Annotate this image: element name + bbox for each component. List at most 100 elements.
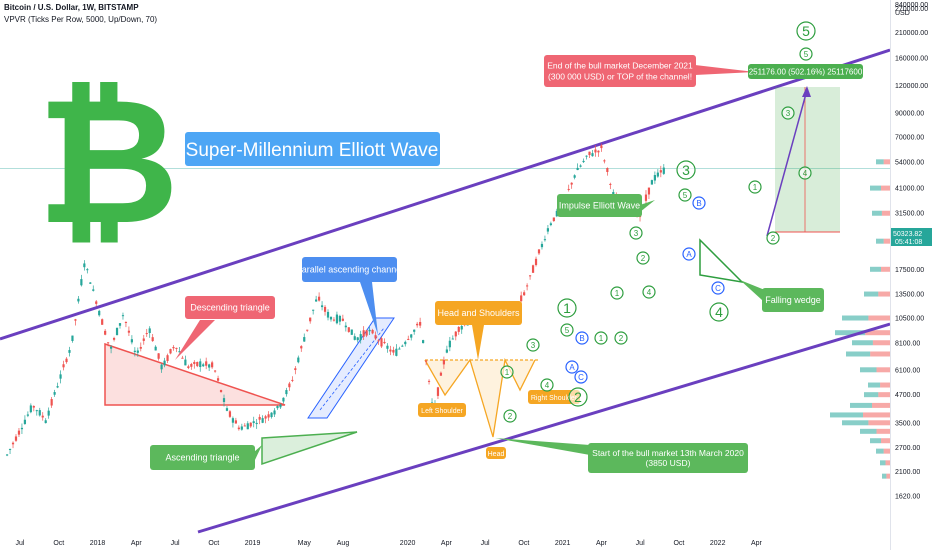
candle-body — [380, 338, 383, 347]
candle-body — [359, 334, 362, 341]
candle-body — [169, 349, 172, 354]
candle-body — [205, 361, 208, 366]
candle-body — [267, 414, 270, 418]
candle-body — [356, 337, 359, 341]
candle-body — [647, 187, 651, 195]
wave-small-2-circle — [636, 251, 650, 265]
wave-small-1: 1 — [753, 183, 758, 192]
wave-small-5: 5 — [565, 326, 570, 335]
candle-body — [404, 341, 407, 345]
volume-profile-bar — [872, 402, 890, 408]
wave-small-3-circle — [526, 338, 540, 352]
candle-body — [282, 397, 285, 402]
x-tick-label: Apr — [131, 540, 143, 547]
candle-body — [62, 364, 65, 368]
candle-body — [537, 249, 541, 254]
wave-small-2: 2 — [619, 334, 624, 343]
volume-profile-bar — [870, 438, 881, 444]
volume-profile-bar — [876, 448, 884, 454]
candle-body — [362, 330, 365, 337]
wave-big-3: 3 — [682, 162, 690, 178]
candle-body — [258, 416, 261, 420]
volume-profile-bar — [835, 330, 866, 336]
candle-body — [609, 183, 612, 185]
falling-wedge-label-text: Falling wedge — [765, 295, 821, 305]
candle-body — [439, 372, 443, 376]
candle-body — [184, 359, 187, 366]
x-tick-label: Apr — [751, 540, 763, 547]
candle-body — [104, 330, 107, 335]
candle-body — [11, 442, 15, 445]
candle-body — [389, 349, 392, 352]
candle-body — [306, 329, 309, 331]
candle-body — [576, 167, 579, 171]
candle-body — [160, 364, 163, 370]
ascending-triangle-label-box — [150, 445, 255, 470]
candle-body — [377, 340, 380, 342]
x-tick-label: Oct — [673, 540, 684, 547]
candle-body — [148, 328, 151, 334]
candle-body — [410, 334, 413, 338]
y-tick-label: 160000.00 — [895, 56, 928, 63]
candle-body — [442, 359, 446, 365]
candle-body — [291, 379, 294, 381]
volume-profile-bar — [860, 367, 877, 373]
x-tick-label: 2021 — [555, 540, 571, 547]
candle-body — [303, 337, 306, 342]
candle-body — [338, 315, 341, 322]
y-tick-label: 6100.00 — [895, 367, 920, 374]
candle-body — [371, 329, 374, 334]
candle-body — [83, 263, 86, 268]
candle-body — [240, 426, 243, 430]
y-tick-label: 10500.00 — [895, 316, 924, 323]
candle-body — [597, 150, 600, 153]
candle-body — [386, 345, 389, 349]
candle-body — [430, 402, 434, 404]
candle-body — [329, 316, 333, 320]
volume-profile-bar — [881, 266, 890, 272]
candle-body — [133, 350, 136, 352]
candle-body — [309, 317, 312, 322]
volume-profile-bar — [876, 238, 884, 244]
candle-body — [594, 149, 597, 153]
candle-body — [653, 175, 656, 181]
wave-small-2: 2 — [641, 254, 646, 263]
wave-small-B-circle — [575, 331, 589, 345]
candle-body — [14, 436, 18, 441]
candle-body — [600, 145, 603, 149]
bull-end-label-text: End of the bull market December 2021 — [547, 61, 693, 71]
bitcoin-logo-icon: ₿ — [37, 61, 180, 264]
falling-wedge-shape — [699, 238, 745, 284]
candle-body — [276, 405, 279, 409]
candle-body — [392, 349, 395, 353]
wave-big-1: 1 — [563, 300, 571, 316]
candle-body — [383, 341, 386, 344]
x-tick-label: Aug — [337, 540, 350, 547]
candle-body — [175, 347, 178, 349]
projection-arrowhead — [802, 86, 811, 97]
candle-body — [118, 323, 122, 326]
y-tick-label: 1620.00 — [895, 494, 920, 501]
volume-profile-bar — [876, 367, 890, 373]
volume-profile-bar — [852, 340, 873, 346]
candle-body — [65, 358, 68, 363]
volume-profile-bar — [863, 412, 890, 418]
candle-body — [579, 165, 582, 167]
left-shoulder-label-text: Left Shoulder — [421, 408, 463, 415]
volume-profile-bar — [830, 412, 863, 418]
candle-body — [261, 418, 264, 423]
volume-profile-bar — [865, 330, 890, 336]
candle-body — [5, 454, 9, 456]
parallel-channel-label-box — [302, 257, 397, 282]
candle-body — [582, 160, 585, 163]
x-tick-label: Oct — [208, 540, 219, 547]
target-value-tag-box — [748, 64, 863, 79]
projection-arrow — [766, 89, 808, 237]
candle-body — [127, 330, 131, 333]
wave-small-B: B — [579, 334, 584, 343]
candle-body — [216, 378, 220, 381]
candle-body — [246, 423, 249, 430]
candle-body — [591, 153, 594, 157]
